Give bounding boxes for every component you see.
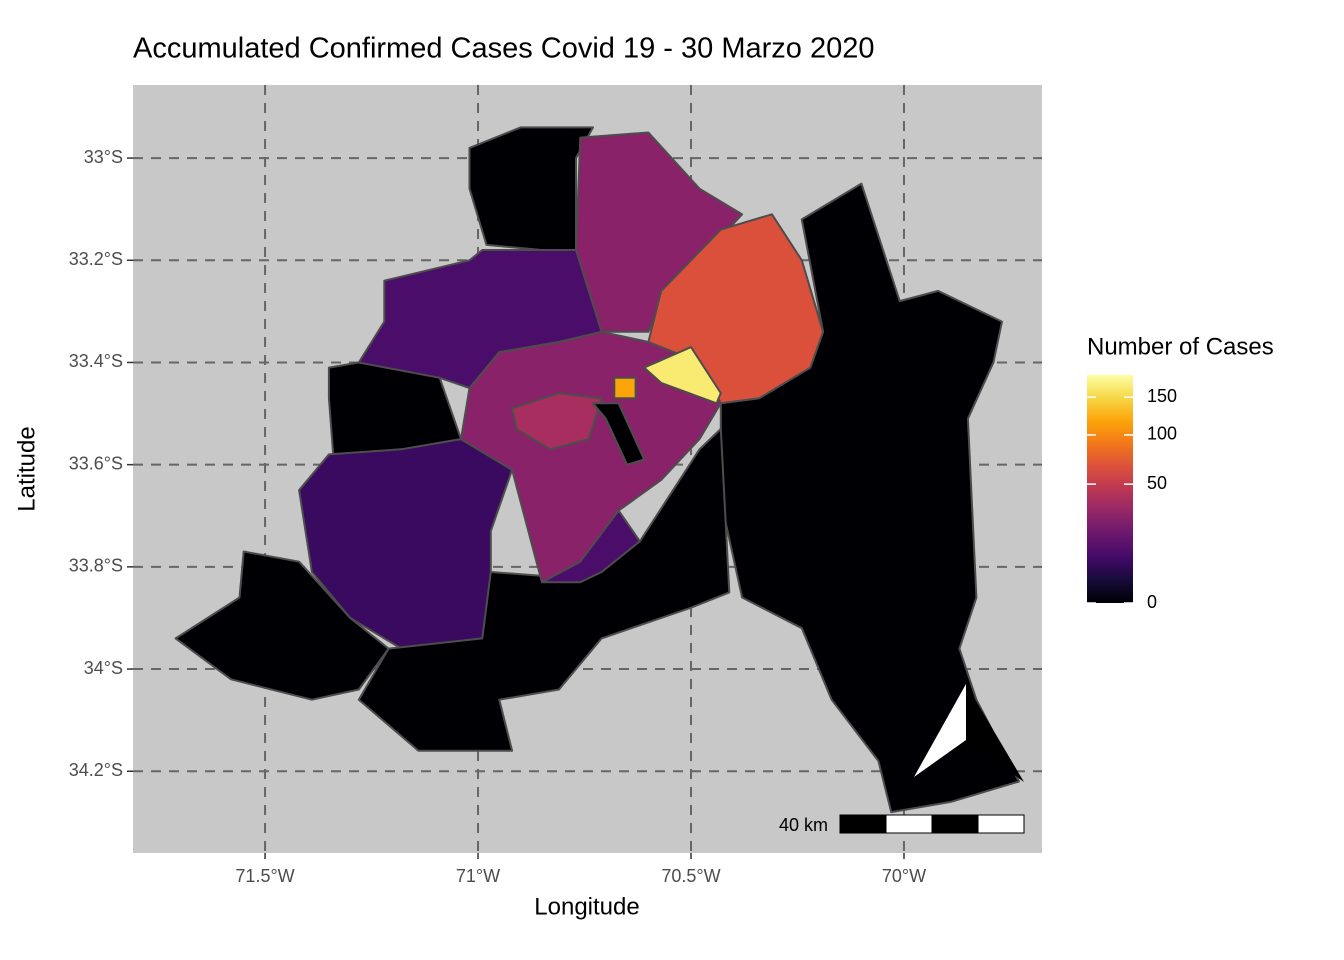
- scale-bar: [885, 814, 933, 834]
- legend-colorbar: [1087, 375, 1133, 603]
- north-arrow: [914, 684, 966, 777]
- y-tick-label: 34°S: [84, 658, 123, 678]
- legend-tick-label: 150: [1147, 386, 1177, 406]
- region: [511, 392, 603, 451]
- x-axis-label: Longitude: [534, 893, 639, 920]
- y-tick-label: 33.6°S: [69, 453, 123, 473]
- region: [643, 346, 722, 405]
- scale-bar: [977, 814, 1025, 834]
- region: [540, 509, 641, 584]
- legend-tick-label: 100: [1147, 424, 1177, 444]
- region: [357, 427, 731, 752]
- north-arrow: [966, 684, 1024, 782]
- x-tick-label: 71.5°W: [235, 866, 294, 886]
- region: [613, 376, 637, 400]
- x-tick-label: 71°W: [456, 866, 500, 886]
- y-tick-label: 33°S: [84, 147, 123, 167]
- y-tick-label: 33.4°S: [69, 351, 123, 371]
- legend-tick-label: 50: [1147, 473, 1167, 493]
- y-tick-label: 33.8°S: [69, 556, 123, 576]
- scale-bar: [839, 814, 887, 834]
- region: [174, 550, 390, 701]
- legend-title: Number of Cases: [1087, 333, 1274, 360]
- x-tick-label: 70°W: [882, 866, 926, 886]
- y-tick-label: 33.2°S: [69, 249, 123, 269]
- y-tick-label: 34.2°S: [69, 760, 123, 780]
- x-tick-label: 70.5°W: [661, 866, 720, 886]
- legend-tick-label: 0: [1147, 592, 1157, 612]
- scale-bar: [931, 814, 979, 834]
- region: [460, 330, 722, 584]
- chart-title: Accumulated Confirmed Cases Covid 19 - 3…: [133, 33, 874, 65]
- y-axis-label: Latitude: [13, 426, 40, 511]
- region: [592, 402, 646, 466]
- scale-bar-label: 40 km: [779, 815, 828, 835]
- region: [468, 126, 594, 251]
